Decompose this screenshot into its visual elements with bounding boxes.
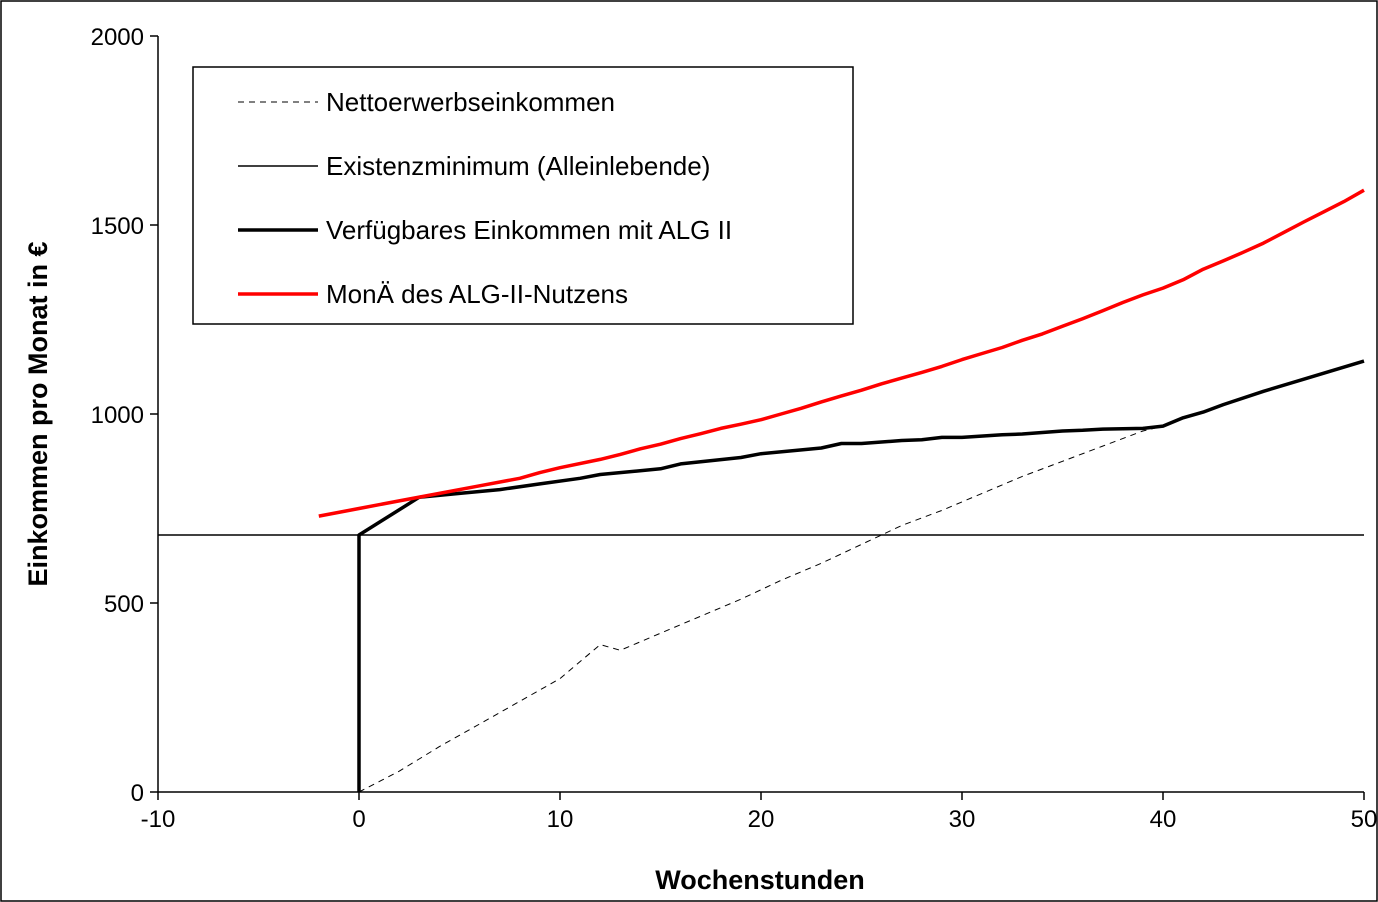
- legend-label-0: Nettoerwerbseinkommen: [326, 87, 615, 117]
- x-tick-label: 50: [1351, 806, 1378, 833]
- x-ticks: -10 0 10 20 30 40 50: [141, 792, 1378, 833]
- y-tick-label: 1000: [91, 402, 144, 429]
- legend-label-2: Verfügbares Einkommen mit ALG II: [326, 215, 732, 245]
- legend-box: [192, 66, 854, 325]
- series-layer: [158, 188, 1365, 793]
- x-tick-label: 0: [352, 806, 365, 833]
- y-tick-label: 0: [131, 780, 144, 807]
- y-ticks: 0 500 1000 1500 2000: [91, 24, 158, 807]
- x-tick-label: -10: [141, 806, 176, 833]
- x-tick-label: 30: [949, 806, 976, 833]
- legend-label-1: Existenzminimum (Alleinlebende): [326, 151, 710, 181]
- legend-label-3: MonÄ des ALG-II-Nutzens: [326, 279, 628, 309]
- series-line-0: [358, 425, 1164, 793]
- legend: Nettoerwerbseinkommen Existenzminimum (Al…: [192, 66, 854, 325]
- x-axis-title: Wochenstunden: [655, 865, 865, 895]
- y-tick-label: 2000: [91, 24, 144, 51]
- y-axis-title: Einkommen pro Monat in €: [23, 241, 53, 586]
- y-tick-label: 1500: [91, 213, 144, 240]
- series-line-2: [357, 359, 1365, 792]
- x-tick-label: 20: [748, 806, 775, 833]
- y-tick-label: 500: [104, 591, 144, 618]
- x-tick-label: 10: [547, 806, 574, 833]
- x-tick-label: 40: [1150, 806, 1177, 833]
- series-line-3: [318, 188, 1365, 518]
